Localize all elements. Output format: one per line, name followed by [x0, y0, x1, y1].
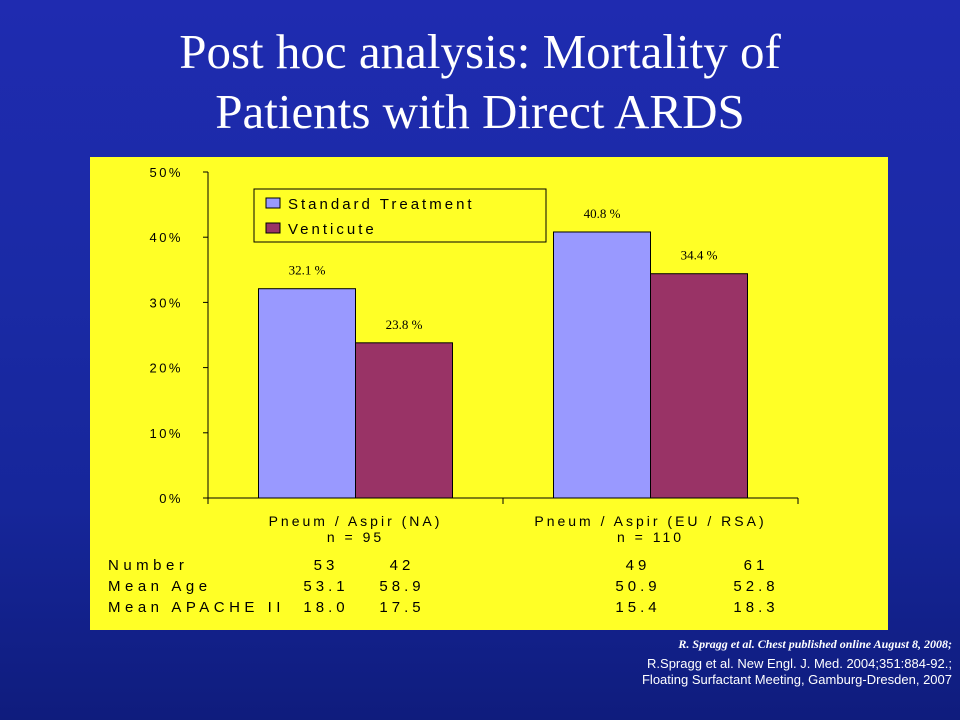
reference-2: R.Spragg et al. New Engl. J. Med. 2004;3… — [647, 656, 952, 671]
chart-panel: 0% 10% 20% 30% 40% 50% 32.1 % 23.8 % Pneum / Asp… — [90, 157, 888, 630]
y-tick-label: 50% — [149, 165, 183, 180]
legend-swatch — [265, 222, 281, 234]
table-cell: 42 — [390, 557, 415, 574]
table-cell: 53 — [314, 557, 339, 574]
y-tick-label: 40% — [149, 230, 183, 245]
bar — [258, 288, 356, 499]
legend-label: Venticute — [288, 221, 377, 238]
table-cell: 49 — [626, 557, 651, 574]
y-tick-label: 30% — [149, 295, 183, 310]
table-cell: 18.3 — [733, 599, 778, 616]
data-label: 32.1 % — [289, 263, 326, 278]
table-row-label: Mean Age — [108, 578, 212, 595]
category-label: Pneum / Aspir (NA) — [269, 513, 443, 529]
y-tick-label: 0% — [159, 491, 183, 506]
table-cell: 61 — [744, 557, 769, 574]
y-tick-label: 10% — [149, 426, 183, 441]
reference-1: R. Spragg et al. Chest published online … — [678, 637, 952, 651]
category-n-label: n = 110 — [617, 529, 684, 545]
table-cell: 18.0 — [303, 599, 348, 616]
legend-box — [253, 188, 547, 243]
reference-3: Floating Surfactant Meeting, Gamburg-Dre… — [641, 672, 952, 687]
data-label: 40.8 % — [584, 206, 621, 221]
table-cell: 53.1 — [303, 578, 348, 595]
bar — [650, 273, 748, 499]
title-line-2: Patients with Direct ARDS — [215, 84, 745, 139]
table-cell: 58.9 — [379, 578, 424, 595]
bar-chart: 0% 10% 20% 30% 40% 50% 32.1 % 23.8 % Pneum / Asp… — [108, 165, 799, 616]
slide-title: Post hoc analysis: Mortality of Patients… — [0, 22, 960, 142]
legend-label: Standard Treatment — [288, 196, 475, 213]
table-cell: 50.9 — [615, 578, 660, 595]
table-cell: 52.8 — [733, 578, 778, 595]
table-row-label: Mean APACHE II — [108, 599, 285, 616]
legend-swatch — [265, 197, 281, 209]
data-label: 23.8 % — [386, 317, 423, 332]
table-cell: 17.5 — [379, 599, 424, 616]
references: R. Spragg et al. Chest published online … — [540, 636, 952, 688]
category-label: Pneum / Aspir (EU / RSA) — [534, 513, 766, 529]
bar — [553, 231, 651, 499]
category-n-label: n = 95 — [327, 529, 384, 545]
data-label: 34.4 % — [681, 248, 718, 263]
y-tick-label: 20% — [149, 361, 183, 376]
bar — [355, 342, 453, 499]
table-cell: 15.4 — [615, 599, 660, 616]
table-row-label: Number — [108, 557, 188, 574]
title-line-1: Post hoc analysis: Mortality of — [179, 24, 781, 79]
